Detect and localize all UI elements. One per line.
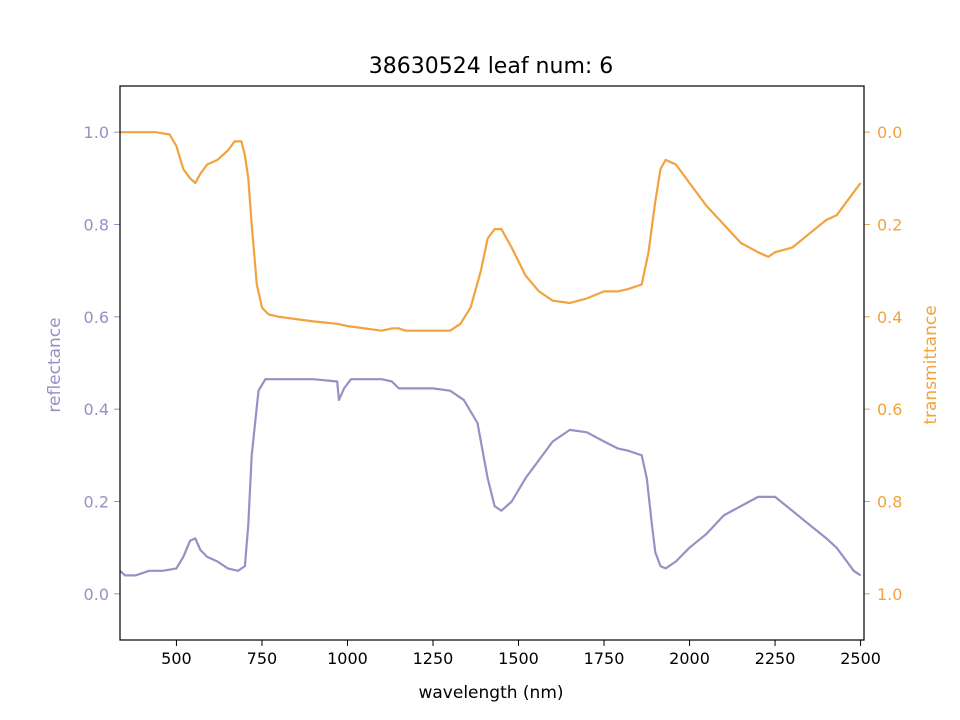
x-tick-label: 500 [161,649,192,668]
y-left-tick-label: 1.0 [84,123,109,142]
y-right-tick-label: 0.2 [877,216,902,235]
y-axis-right-label: transmittance [921,305,941,424]
y-right-tick-label: 0.4 [877,308,902,327]
x-tick-label: 1250 [413,649,454,668]
series-line-transmittance [120,131,862,332]
series-line-reflectance [119,378,862,577]
y-left-tick-label: 0.8 [84,216,109,235]
y-axis-left-label: reflectance [45,317,65,412]
x-tick-label: 1750 [584,649,625,668]
chart-title: 38630524 leaf num: 6 [369,54,614,79]
x-tick-label: 2000 [669,649,710,668]
y-right-tick-label: 0.0 [877,123,902,142]
y-left-tick-label: 0.0 [84,585,109,604]
y-right-tick-label: 0.8 [877,493,902,512]
x-tick-label: 2500 [840,649,881,668]
y-right-tick-label: 1.0 [877,585,902,604]
y-left-tick-label: 0.2 [84,493,109,512]
x-tick-label: 750 [247,649,278,668]
x-tick-label: 1000 [327,649,368,668]
x-tick-label: 1500 [498,649,539,668]
y-left-tick-label: 0.4 [84,400,109,419]
x-axis-label: wavelength (nm) [418,683,563,703]
y-right-tick-label: 0.6 [877,400,902,419]
y-left-tick-label: 0.6 [84,308,109,327]
plot-frame [119,85,865,641]
x-tick-label: 2250 [755,649,796,668]
